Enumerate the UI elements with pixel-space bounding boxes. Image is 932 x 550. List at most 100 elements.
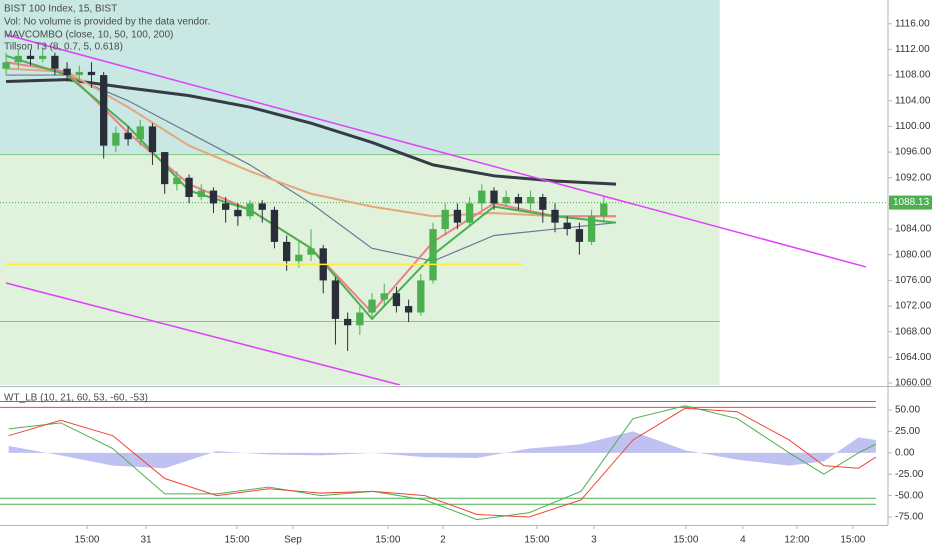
y-tick-label: 1068.00 [895, 326, 932, 337]
candle-body [209, 190, 218, 204]
y-tick-label: 1108.00 [895, 70, 931, 81]
candle-body [441, 209, 449, 230]
candle-body [14, 55, 22, 63]
candle-body [246, 203, 254, 217]
x-tick-label: 31 [140, 535, 152, 546]
price-pane [0, 0, 888, 385]
candle-body [575, 229, 584, 242]
candle-body [222, 203, 230, 210]
candle-body [368, 299, 376, 313]
candle-body [417, 280, 425, 313]
candle-body [392, 293, 401, 307]
y-tick-label: 1076.00 [895, 275, 932, 286]
candle-body [39, 55, 47, 60]
candle-body [234, 209, 242, 217]
x-tick-label: 15:00 [840, 535, 865, 546]
histogram-area [8, 431, 876, 469]
y-tick-label: 1064.00 [895, 352, 932, 363]
wave-line [8, 407, 877, 518]
y-tick-label: 50.00 [895, 405, 920, 416]
candle-body [148, 126, 157, 153]
candle-body [307, 248, 315, 255]
candle-body [331, 280, 340, 319]
candle-body [465, 203, 474, 223]
zone [0, 154, 720, 385]
y-tick-label: 1096.00 [895, 147, 932, 158]
candle-body [173, 177, 181, 185]
x-tick-label: 4 [740, 535, 746, 546]
y-tick-label: 1084.00 [895, 224, 932, 235]
candle-body [100, 75, 108, 146]
y-tick-label: 1104.00 [895, 95, 931, 106]
candle-body [75, 71, 83, 76]
x-tick-label: 12:00 [784, 535, 809, 546]
candle-body [563, 222, 571, 230]
candle-body [161, 152, 169, 185]
indicator-legend: Vol: No volume is provided by the data v… [4, 17, 210, 28]
x-tick-label: Sep [284, 535, 302, 546]
candle-body [197, 190, 205, 197]
candle-body [356, 312, 364, 326]
candle-body [2, 62, 10, 69]
candle-body [526, 196, 535, 204]
candle-body [185, 177, 193, 197]
y-tick-label: 1116.00 [895, 18, 930, 29]
trend-line [5, 282, 401, 385]
x-tick-label: 15:00 [673, 535, 698, 546]
y-tick-label: 1060.00 [895, 378, 932, 389]
indicator-pane [0, 400, 877, 521]
trend-line [5, 33, 867, 268]
candle-body [502, 196, 510, 204]
x-tick-label: 2 [440, 535, 446, 546]
indicator-legend: MAVCOMBO (close, 10, 50, 100, 200) [4, 30, 173, 41]
x-tick-label: 3 [591, 535, 597, 546]
symbol-title: BIST 100 Index, 15, BIST [4, 4, 117, 15]
candle-body [282, 241, 291, 262]
candle-body [343, 318, 352, 326]
y-tick-label: 1100.00 [895, 121, 931, 132]
candle-body [295, 254, 303, 262]
candle-body [551, 209, 559, 223]
y-tick-label: -75.00 [895, 512, 924, 523]
candle-body [87, 71, 96, 76]
candle-body [478, 190, 486, 204]
x-tick-label: 15:00 [524, 535, 549, 546]
candle-body [600, 203, 608, 217]
y-tick-label: 1112.00 [895, 44, 930, 55]
moving-average [6, 67, 616, 218]
x-tick-label: 15:00 [74, 535, 99, 546]
candle-body [404, 306, 413, 313]
candle-body [258, 203, 266, 210]
moving-average [6, 78, 617, 186]
candle-body [587, 216, 596, 242]
x-tick-label: 15:00 [224, 535, 249, 546]
x-tick-label: 15:00 [375, 535, 400, 546]
candle-body [63, 68, 71, 76]
candle-body [429, 229, 437, 281]
y-tick-label: -50.00 [895, 490, 924, 501]
last-price-label: 1088.13 [893, 197, 930, 208]
wave-line [8, 405, 877, 521]
candle-body [514, 196, 523, 204]
candle-body [136, 126, 144, 140]
y-tick-label: -25.00 [895, 469, 924, 480]
y-tick-label: 1072.00 [895, 301, 932, 312]
zone [0, 0, 720, 155]
y-tick-label: 25.00 [895, 426, 920, 437]
indicator-legend: Tillson T3 (8, 0.7, 5, 0.618) [4, 42, 123, 53]
y-tick-label: 1092.00 [895, 172, 932, 183]
moving-average [6, 74, 617, 262]
legend: BIST 100 Index, 15, BIST Vol: No volume … [4, 4, 210, 404]
candle-body [453, 209, 462, 223]
candle-body [51, 55, 59, 69]
candle-body [270, 209, 279, 242]
candle-body [112, 132, 120, 146]
candle-body [539, 196, 547, 210]
candle-body [380, 293, 388, 300]
last-price-badge [889, 195, 932, 210]
y-tick-label: 0.00 [895, 447, 915, 458]
indicator-legend: WT_LB (10, 21, 60, 53, -60, -53) [4, 393, 148, 404]
candle-body [124, 132, 132, 140]
candle-body [26, 55, 35, 60]
